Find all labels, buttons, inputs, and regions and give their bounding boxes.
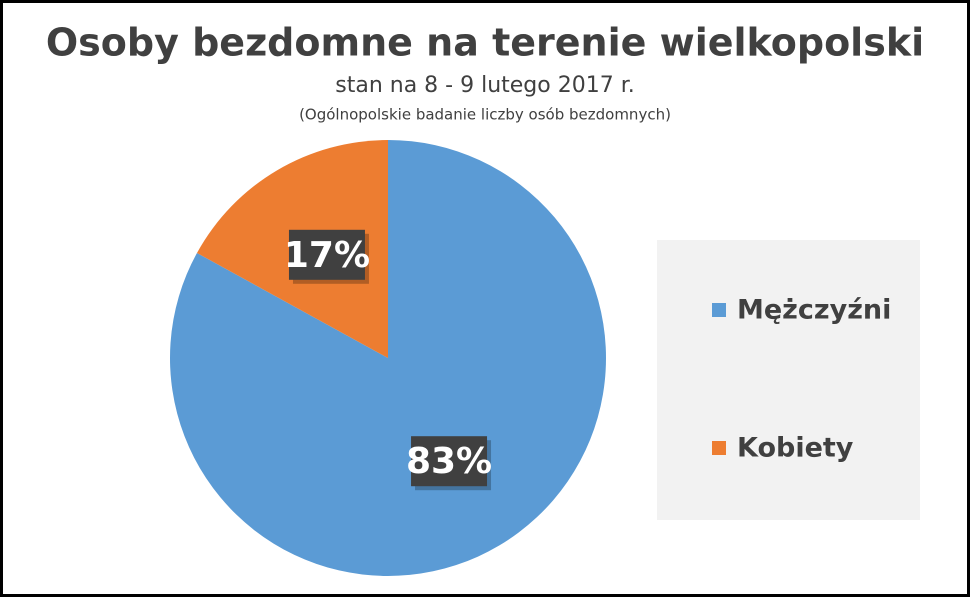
data-label-box <box>411 436 488 487</box>
data-label-box <box>288 229 365 280</box>
legend-box <box>657 240 920 520</box>
data-label: 17% <box>284 235 370 276</box>
legend-swatch <box>712 303 726 317</box>
chart-subtitle: stan na 8 - 9 lutego 2017 r. <box>335 73 634 98</box>
pie-slice <box>170 140 606 576</box>
legend-label: Mężczyźni <box>737 295 891 326</box>
chart-note: (Ogólnopolskie badanie liczby osób bezdo… <box>299 106 671 124</box>
chart-title: Osoby bezdomne na terenie wielkopolski <box>46 21 924 65</box>
data-label: 83% <box>406 441 492 482</box>
legend-swatch <box>712 441 726 455</box>
legend-label: Kobiety <box>737 433 854 464</box>
